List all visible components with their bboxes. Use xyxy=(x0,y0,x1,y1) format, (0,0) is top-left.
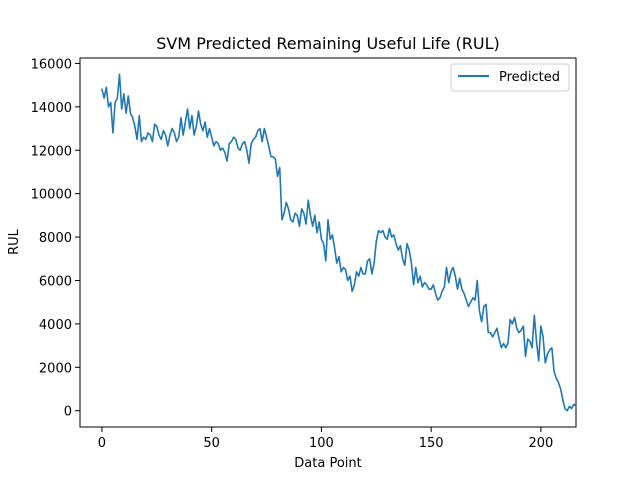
y-tick-label: 14000 xyxy=(31,101,72,116)
y-tick-label: 2000 xyxy=(39,361,72,376)
x-tick-label: 200 xyxy=(528,436,553,451)
y-tick-label: 4000 xyxy=(39,318,72,333)
y-tick-label: 16000 xyxy=(31,57,72,72)
y-tick-label: 12000 xyxy=(31,144,72,159)
x-axis: 0 50 100 150 200 xyxy=(98,427,553,451)
chart-title: SVM Predicted Remaining Useful Life (RUL… xyxy=(156,34,500,53)
y-tick-label: 10000 xyxy=(31,188,72,203)
y-axis-label: RUL xyxy=(7,228,22,255)
y-tick-label: 8000 xyxy=(39,231,72,246)
legend-label-predicted: Predicted xyxy=(499,70,560,85)
legend-frame xyxy=(450,63,570,92)
x-tick-label: 50 xyxy=(203,436,220,451)
x-tick-label: 100 xyxy=(309,436,334,451)
y-tick-label: 0 xyxy=(64,405,72,420)
legend: Predicted xyxy=(450,63,570,92)
x-tick-label: 0 xyxy=(98,436,106,451)
series-layer xyxy=(100,73,578,412)
plot-area xyxy=(79,57,577,428)
x-axis-label: Data Point xyxy=(294,456,361,471)
y-axis: 0 2000 4000 6000 8000 10000 12000 14000 16000 xyxy=(31,57,80,420)
x-tick-label: 150 xyxy=(419,436,444,451)
y-tick-label: 6000 xyxy=(39,274,72,289)
series-line-predicted xyxy=(100,73,578,412)
